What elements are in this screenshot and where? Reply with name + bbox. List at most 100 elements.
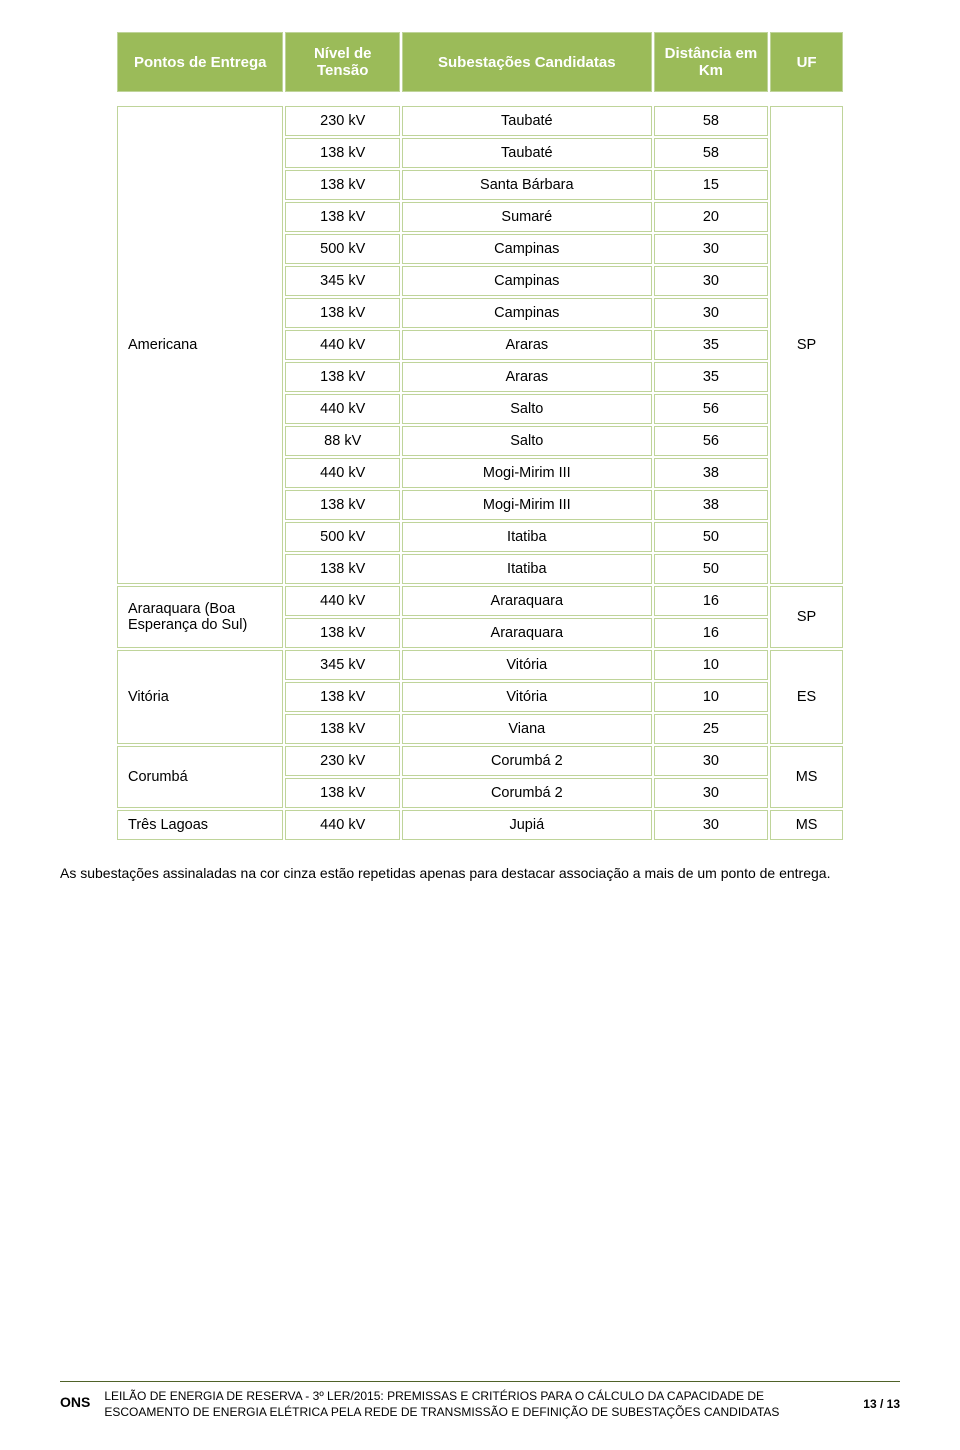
cell-dist: 35 bbox=[654, 362, 768, 392]
footer-row: ONS LEILÃO DE ENERGIA DE RESERVA - 3º LE… bbox=[60, 1388, 900, 1420]
table-row: Araraquara (Boa Esperança do Sul)440 kVA… bbox=[117, 586, 843, 616]
cell-nivel: 88 kV bbox=[285, 426, 399, 456]
cell-sub: Mogi-Mirim III bbox=[402, 458, 652, 488]
cell-nivel: 345 kV bbox=[285, 266, 399, 296]
table-row: Americana230 kVTaubaté58SP bbox=[117, 106, 843, 136]
cell-sub: Araras bbox=[402, 362, 652, 392]
cell-nivel: 440 kV bbox=[285, 458, 399, 488]
cell-nivel: 440 kV bbox=[285, 810, 399, 840]
cell-nivel: 345 kV bbox=[285, 650, 399, 680]
table-row: Vitória345 kVVitória10ES bbox=[117, 650, 843, 680]
cell-sub: Vitória bbox=[402, 682, 652, 712]
footer-page-number: 13 / 13 bbox=[863, 1397, 900, 1411]
table-row: Corumbá230 kVCorumbá 230MS bbox=[117, 746, 843, 776]
cell-sub: Campinas bbox=[402, 298, 652, 328]
col-header-uf: UF bbox=[770, 32, 843, 92]
cell-dist: 50 bbox=[654, 554, 768, 584]
col-header-sub: Subestações Candidatas bbox=[402, 32, 652, 92]
cell-nivel: 230 kV bbox=[285, 106, 399, 136]
table-row: Três Lagoas440 kVJupiá30MS bbox=[117, 810, 843, 840]
cell-dist: 30 bbox=[654, 234, 768, 264]
cell-sub: Araraquara bbox=[402, 618, 652, 648]
cell-dist: 56 bbox=[654, 426, 768, 456]
cell-nivel: 440 kV bbox=[285, 586, 399, 616]
cell-nivel: 138 kV bbox=[285, 714, 399, 744]
cell-sub: Campinas bbox=[402, 234, 652, 264]
cell-nivel: 138 kV bbox=[285, 618, 399, 648]
cell-sub: Itatiba bbox=[402, 554, 652, 584]
table-body: Americana230 kVTaubaté58SP138 kVTaubaté5… bbox=[117, 94, 843, 840]
cell-sub: Vitória bbox=[402, 650, 652, 680]
footer-logo: ONS bbox=[60, 1388, 90, 1410]
cell-uf: ES bbox=[770, 650, 843, 744]
cell-dist: 10 bbox=[654, 650, 768, 680]
cell-nivel: 440 kV bbox=[285, 330, 399, 360]
page-footer: ONS LEILÃO DE ENERGIA DE RESERVA - 3º LE… bbox=[60, 1381, 900, 1420]
cell-sub: Santa Bárbara bbox=[402, 170, 652, 200]
cell-dist: 50 bbox=[654, 522, 768, 552]
cell-dist: 16 bbox=[654, 618, 768, 648]
footer-rule bbox=[60, 1381, 900, 1382]
page: Pontos de Entrega Nível de Tensão Subest… bbox=[0, 0, 960, 1450]
cell-dist: 38 bbox=[654, 458, 768, 488]
cell-dist: 10 bbox=[654, 682, 768, 712]
cell-nivel: 138 kV bbox=[285, 202, 399, 232]
cell-dist: 15 bbox=[654, 170, 768, 200]
cell-sub: Sumaré bbox=[402, 202, 652, 232]
cell-sub: Salto bbox=[402, 394, 652, 424]
cell-dist: 25 bbox=[654, 714, 768, 744]
cell-dist: 30 bbox=[654, 778, 768, 808]
cell-dist: 58 bbox=[654, 106, 768, 136]
cell-dist: 56 bbox=[654, 394, 768, 424]
cell-uf: SP bbox=[770, 586, 843, 648]
cell-dist: 30 bbox=[654, 298, 768, 328]
cell-pontos: Três Lagoas bbox=[117, 810, 283, 840]
cell-nivel: 138 kV bbox=[285, 298, 399, 328]
cell-sub: Corumbá 2 bbox=[402, 778, 652, 808]
cell-sub: Taubaté bbox=[402, 138, 652, 168]
cell-dist: 30 bbox=[654, 810, 768, 840]
cell-dist: 20 bbox=[654, 202, 768, 232]
cell-pontos: Americana bbox=[117, 106, 283, 584]
cell-nivel: 230 kV bbox=[285, 746, 399, 776]
cell-nivel: 138 kV bbox=[285, 682, 399, 712]
col-header-nivel: Nível de Tensão bbox=[285, 32, 399, 92]
cell-pontos: Araraquara (Boa Esperança do Sul) bbox=[117, 586, 283, 648]
cell-dist: 35 bbox=[654, 330, 768, 360]
cell-nivel: 138 kV bbox=[285, 554, 399, 584]
col-header-dist: Distância em Km bbox=[654, 32, 768, 92]
cell-nivel: 500 kV bbox=[285, 234, 399, 264]
cell-sub: Viana bbox=[402, 714, 652, 744]
cell-dist: 16 bbox=[654, 586, 768, 616]
cell-pontos: Corumbá bbox=[117, 746, 283, 808]
cell-nivel: 138 kV bbox=[285, 362, 399, 392]
cell-sub: Taubaté bbox=[402, 106, 652, 136]
cell-dist: 38 bbox=[654, 490, 768, 520]
cell-uf: MS bbox=[770, 746, 843, 808]
cell-uf: MS bbox=[770, 810, 843, 840]
cell-nivel: 138 kV bbox=[285, 138, 399, 168]
cell-pontos: Vitória bbox=[117, 650, 283, 744]
table-header-row: Pontos de Entrega Nível de Tensão Subest… bbox=[117, 32, 843, 92]
cell-dist: 30 bbox=[654, 746, 768, 776]
cell-sub: Jupiá bbox=[402, 810, 652, 840]
col-header-pontos: Pontos de Entrega bbox=[117, 32, 283, 92]
cell-uf: SP bbox=[770, 106, 843, 584]
cell-nivel: 138 kV bbox=[285, 490, 399, 520]
cell-sub: Araras bbox=[402, 330, 652, 360]
cell-sub: Mogi-Mirim III bbox=[402, 490, 652, 520]
cell-sub: Salto bbox=[402, 426, 652, 456]
cell-sub: Corumbá 2 bbox=[402, 746, 652, 776]
cell-nivel: 138 kV bbox=[285, 170, 399, 200]
cell-nivel: 440 kV bbox=[285, 394, 399, 424]
cell-sub: Campinas bbox=[402, 266, 652, 296]
substation-table: Pontos de Entrega Nível de Tensão Subest… bbox=[115, 30, 845, 842]
footer-text: LEILÃO DE ENERGIA DE RESERVA - 3º LER/20… bbox=[104, 1388, 849, 1420]
cell-dist: 58 bbox=[654, 138, 768, 168]
cell-nivel: 138 kV bbox=[285, 778, 399, 808]
cell-sub: Araraquara bbox=[402, 586, 652, 616]
footnote: As subestações assinaladas na cor cinza … bbox=[60, 864, 900, 884]
cell-nivel: 500 kV bbox=[285, 522, 399, 552]
cell-sub: Itatiba bbox=[402, 522, 652, 552]
cell-dist: 30 bbox=[654, 266, 768, 296]
